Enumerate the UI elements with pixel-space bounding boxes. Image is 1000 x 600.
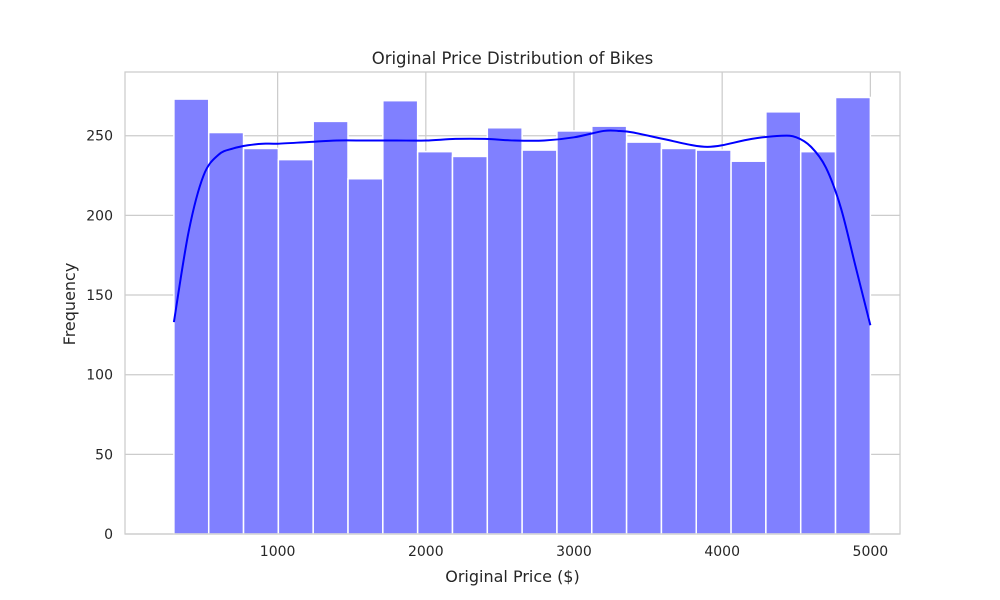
histogram-bar <box>173 98 210 535</box>
histogram-bar <box>207 131 245 535</box>
histogram-bar <box>730 160 767 535</box>
histogram-bar <box>521 149 558 535</box>
x-tick-label: 2000 <box>408 544 444 560</box>
histogram-bar <box>660 147 697 535</box>
x-tick-label: 1000 <box>260 544 296 560</box>
chart-title: Original Price Distribution of Bikes <box>372 49 654 68</box>
histogram-bar <box>625 141 663 535</box>
kde-line <box>172 129 872 326</box>
histogram-bars <box>173 96 872 535</box>
x-tick-label: 3000 <box>556 544 592 560</box>
y-tick-label: 100 <box>86 368 113 384</box>
x-axis-label: Original Price ($) <box>445 567 579 586</box>
y-tick-label: 250 <box>86 129 113 145</box>
histogram-bar <box>312 120 349 535</box>
kde-curve <box>172 129 872 326</box>
y-axis-label: Frequency <box>60 263 79 346</box>
histogram-bar <box>834 96 872 535</box>
y-tick-label: 50 <box>95 447 113 463</box>
histogram-bar <box>486 127 523 535</box>
histogram-bar <box>277 158 314 535</box>
tick-labels: 1000 2000 3000 4000 5000 0 50 100 150 200 250 <box>86 129 888 560</box>
x-tick-label: 5000 <box>853 544 889 560</box>
histogram-bar <box>416 150 454 535</box>
y-tick-label: 200 <box>86 208 113 224</box>
plot-frame <box>124 71 901 535</box>
y-tick-label: 0 <box>104 527 113 543</box>
histogram-bar <box>451 155 489 535</box>
x-tick-label: 4000 <box>704 544 740 560</box>
histogram-bar <box>591 125 628 535</box>
histogram-bar <box>556 130 593 535</box>
histogram-bar <box>382 99 419 535</box>
histogram-bar <box>799 150 837 535</box>
histogram-bar <box>765 111 802 535</box>
y-tick-label: 150 <box>86 288 113 304</box>
histogram-bar <box>347 177 384 535</box>
histogram-bar <box>242 147 280 535</box>
histogram-bar <box>695 149 732 535</box>
